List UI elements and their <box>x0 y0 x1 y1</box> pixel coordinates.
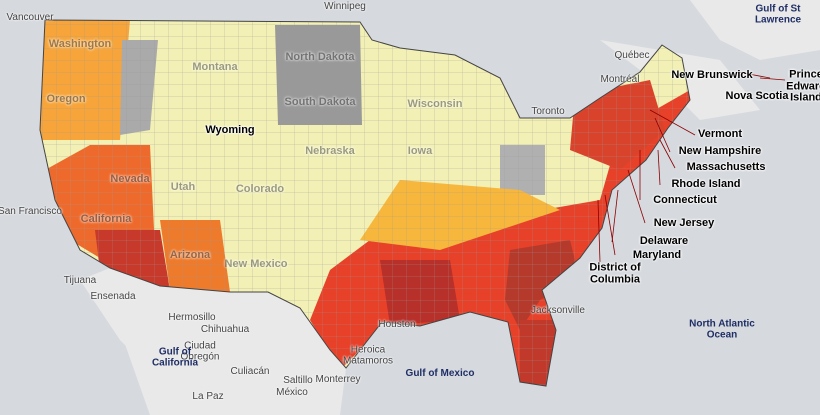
city-label: La Paz <box>192 390 224 402</box>
leader-line <box>759 77 786 81</box>
city-label: México <box>276 386 308 398</box>
province-label: New Brunswick <box>671 69 753 82</box>
state-label: Nebraska <box>305 145 355 158</box>
leader-line <box>627 169 646 224</box>
city-label: Québec <box>614 49 650 61</box>
state-label: Arizona <box>169 249 211 262</box>
state-label: Connecticut <box>653 194 717 207</box>
state-label: Iowa <box>407 145 433 158</box>
state-label: New Jersey <box>653 217 715 230</box>
state-label: Colorado <box>235 183 285 196</box>
city-label: Chihuahua <box>200 323 250 335</box>
city-label: Culiacán <box>230 365 270 377</box>
city-label: Saltillo <box>283 374 313 386</box>
state-label: Wyoming <box>205 124 255 137</box>
state-label: Vermont <box>697 128 743 141</box>
leader-line <box>649 109 696 136</box>
us-border <box>39 19 691 387</box>
state-label: New Hampshire <box>678 145 762 158</box>
state-label: North Dakota <box>285 51 355 64</box>
city-label: Hermosillo <box>168 311 216 323</box>
city-label: Montréal <box>600 73 640 85</box>
state-label: Utah <box>170 181 196 194</box>
state-label: South Dakota <box>284 96 356 109</box>
city-label: Monterrey <box>315 373 361 385</box>
leader-line <box>737 71 771 79</box>
state-label: Delaware <box>639 235 689 248</box>
city-label: Vancouver <box>6 11 54 23</box>
city-label: San Francisco <box>0 205 62 217</box>
leader-lines <box>597 71 786 263</box>
leader-line <box>654 117 671 153</box>
water-label: North Atlantic Ocean <box>689 318 755 340</box>
leader-line <box>611 189 619 243</box>
state-label: California <box>80 213 132 226</box>
state-label: Montana <box>192 61 238 74</box>
city-label: Heroica Matamoros <box>342 344 393 366</box>
state-label: Wisconsin <box>407 98 463 111</box>
city-label: Jacksonville <box>531 304 585 316</box>
water-label: Gulf of Mexico <box>405 367 475 379</box>
water-label: Gulf of California <box>151 346 199 368</box>
city-label: Winnipeg <box>324 0 366 12</box>
state-label: Nevada <box>110 173 150 186</box>
state-label: New Mexico <box>224 258 288 271</box>
leader-line <box>657 149 661 186</box>
state-label: Washington <box>48 38 112 51</box>
city-label: Houston <box>378 318 416 330</box>
city-label: Ciudad Obregón <box>180 340 220 362</box>
province-label: Prince Edward Island <box>786 68 820 104</box>
state-label: Massachusetts <box>686 161 766 174</box>
leader-line <box>604 194 616 256</box>
city-label: Tijuana <box>63 274 97 286</box>
state-label: Rhode Island <box>671 178 741 191</box>
state-label: Oregon <box>46 93 86 106</box>
state-label: Maryland <box>632 249 682 262</box>
baja-land <box>80 268 200 405</box>
leader-line <box>659 139 676 169</box>
city-label: Ensenada <box>90 290 136 302</box>
state-label: District of Columbia <box>589 261 641 285</box>
province-label: Nova Scotia <box>725 90 789 103</box>
city-label: Toronto <box>531 105 565 117</box>
leader-line <box>597 199 601 263</box>
water-label: Gulf of St Lawrence <box>754 3 802 25</box>
